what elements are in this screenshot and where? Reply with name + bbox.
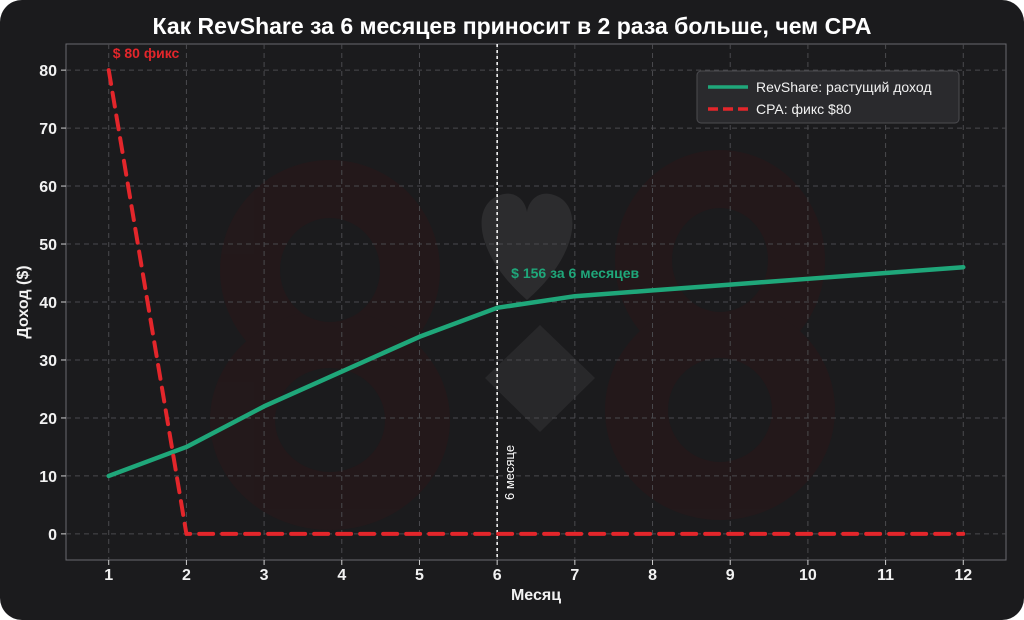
- y-axis: 0 10 20 30 40 50 60 70 80: [39, 63, 66, 544]
- y-tick-label: 60: [39, 179, 57, 196]
- legend-box: [696, 70, 960, 124]
- x-tick-label: 4: [337, 567, 346, 584]
- legend-label-revshare: RevShare: растущий доход: [756, 79, 932, 95]
- cpa-fixed-annotation: $ 80 фикс: [113, 45, 180, 61]
- x-tick-label: 9: [726, 567, 735, 584]
- x-tick-label: 2: [182, 567, 191, 584]
- x-tick-label: 11: [877, 567, 894, 584]
- x-tick-label: 5: [415, 567, 424, 584]
- diamond-icon: [485, 325, 595, 432]
- series-line-cpa: [106, 68, 966, 536]
- y-tick-label: 80: [39, 63, 57, 80]
- y-tick-label: 20: [39, 411, 57, 428]
- x-tick-label: 6: [493, 567, 502, 584]
- y-tick-label: 40: [39, 295, 57, 312]
- revshare-total-annotation: $ 156 за 6 месяцев: [511, 265, 639, 281]
- x-tick-label: 10: [799, 567, 817, 584]
- y-tick-label: 30: [39, 353, 57, 370]
- chart-title: Как RevShare за 6 месяцев приносит в 2 р…: [153, 13, 872, 39]
- x-axis-label: Месяц: [511, 587, 561, 604]
- y-tick-label: 50: [39, 237, 57, 254]
- six-month-marker-label: 6 месяце: [502, 445, 517, 500]
- watermark-logo: [210, 150, 835, 530]
- x-tick-label: 12: [954, 567, 972, 584]
- series-line-revshare: [106, 264, 966, 479]
- heart-icon: [481, 193, 573, 300]
- x-tick-label: 8: [648, 567, 657, 584]
- x-tick-label: 3: [260, 567, 269, 584]
- y-tick-label: 0: [48, 527, 57, 544]
- x-tick-label: 7: [570, 567, 579, 584]
- legend: RevShare: растущий доход CPA: фикс $80: [696, 70, 960, 124]
- legend-label-cpa: CPA: фикс $80: [756, 101, 852, 117]
- y-tick-label: 70: [39, 121, 57, 138]
- x-tick-label: 1: [104, 567, 113, 584]
- series: [106, 68, 966, 536]
- y-tick-label: 10: [39, 469, 57, 486]
- y-axis-label: Доход ($): [15, 265, 32, 338]
- x-axis: 1 2 3 4 5 6 7 8 9 10 11 12: [104, 560, 972, 584]
